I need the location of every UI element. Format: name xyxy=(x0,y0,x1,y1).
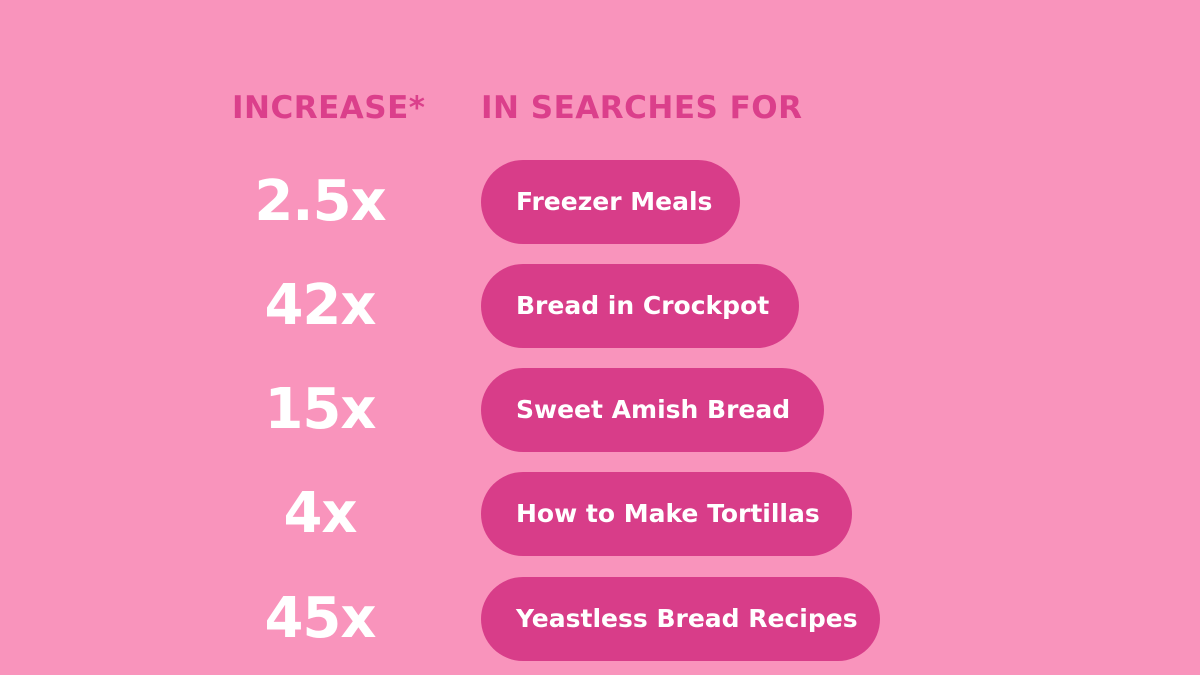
search-term-pill: Freezer Meals xyxy=(481,160,740,244)
search-term-pill: Bread in Crockpot xyxy=(481,264,799,348)
search-term-pill: How to Make Tortillas xyxy=(481,472,852,556)
increase-multiplier: 2.5x xyxy=(254,169,386,234)
search-trend-row: 15x Sweet Amish Bread xyxy=(0,368,1200,452)
search-trend-row: 45x Yeastless Bread Recipes xyxy=(0,577,1200,661)
increase-multiplier: 42x xyxy=(264,273,376,338)
search-trend-row: 42x Bread in Crockpot xyxy=(0,264,1200,348)
increase-column-header: INCREASE* xyxy=(232,90,426,126)
search-trend-row: 2.5x Freezer Meals xyxy=(0,160,1200,244)
increase-multiplier: 45x xyxy=(264,586,376,651)
increase-multiplier: 4x xyxy=(283,481,357,546)
increase-multiplier: 15x xyxy=(264,377,376,442)
search-trend-row: 4x How to Make Tortillas xyxy=(0,472,1200,556)
searches-column-header: IN SEARCHES FOR xyxy=(481,90,803,126)
search-term-pill: Yeastless Bread Recipes xyxy=(481,577,880,661)
search-term-pill: Sweet Amish Bread xyxy=(481,368,824,452)
